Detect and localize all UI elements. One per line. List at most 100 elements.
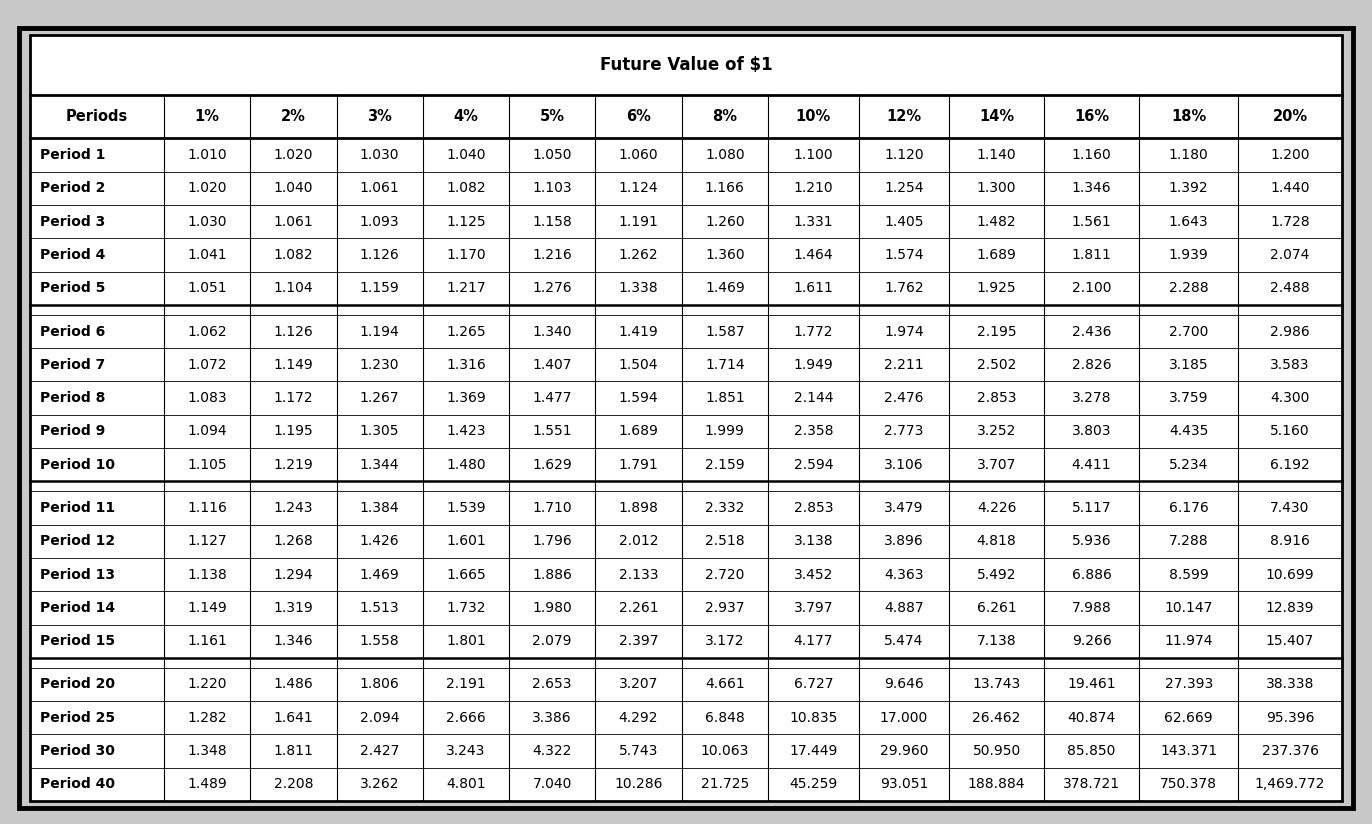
Text: 1.126: 1.126 (273, 325, 313, 339)
Text: 1.551: 1.551 (532, 424, 572, 438)
Text: 1.040: 1.040 (446, 148, 486, 162)
Text: 4.887: 4.887 (884, 601, 923, 615)
Text: 1,469.772: 1,469.772 (1255, 777, 1325, 791)
Text: 8.916: 8.916 (1270, 534, 1310, 548)
Text: 6.176: 6.176 (1169, 501, 1209, 515)
Text: 1.020: 1.020 (188, 181, 226, 195)
Text: 1.732: 1.732 (446, 601, 486, 615)
Text: 1.851: 1.851 (705, 391, 745, 405)
Text: 10.699: 10.699 (1266, 568, 1314, 582)
Text: 1.641: 1.641 (273, 710, 313, 724)
Text: 19.461: 19.461 (1067, 677, 1115, 691)
Text: 1.419: 1.419 (619, 325, 659, 339)
Text: 50.950: 50.950 (973, 744, 1021, 758)
Text: 1.469: 1.469 (705, 281, 745, 295)
Text: 1.030: 1.030 (359, 148, 399, 162)
Text: 1.513: 1.513 (359, 601, 399, 615)
Text: 2.144: 2.144 (793, 391, 833, 405)
Text: 85.850: 85.850 (1067, 744, 1115, 758)
Text: 13.743: 13.743 (973, 677, 1021, 691)
Text: Period 4: Period 4 (40, 248, 106, 262)
Text: 1.138: 1.138 (187, 568, 226, 582)
Text: 2.100: 2.100 (1072, 281, 1111, 295)
Text: Period 7: Period 7 (40, 358, 106, 372)
Text: Period 13: Period 13 (40, 568, 115, 582)
Text: 1.219: 1.219 (273, 458, 313, 471)
Text: 1.010: 1.010 (187, 148, 226, 162)
Text: 6.848: 6.848 (705, 710, 745, 724)
Text: 1.041: 1.041 (187, 248, 226, 262)
Text: 1.072: 1.072 (188, 358, 226, 372)
Text: 1.898: 1.898 (619, 501, 659, 515)
Text: Period 1: Period 1 (40, 148, 106, 162)
Text: 1.276: 1.276 (532, 281, 572, 295)
Text: Period 3: Period 3 (40, 215, 106, 229)
Text: 1.305: 1.305 (359, 424, 399, 438)
Text: 1.093: 1.093 (359, 215, 399, 229)
Text: 5.492: 5.492 (977, 568, 1017, 582)
Text: 5.743: 5.743 (619, 744, 659, 758)
Text: 1.346: 1.346 (273, 634, 313, 648)
Text: 1.689: 1.689 (619, 424, 659, 438)
Text: 1.316: 1.316 (446, 358, 486, 372)
Text: 3.583: 3.583 (1270, 358, 1310, 372)
Text: 1.489: 1.489 (187, 777, 226, 791)
Text: 1.811: 1.811 (273, 744, 313, 758)
Text: 1.426: 1.426 (359, 534, 399, 548)
Text: Period 20: Period 20 (40, 677, 115, 691)
Text: 1.172: 1.172 (273, 391, 313, 405)
Text: 6%: 6% (626, 109, 650, 124)
Text: 1.407: 1.407 (532, 358, 572, 372)
Text: 1.561: 1.561 (1072, 215, 1111, 229)
Text: 2.773: 2.773 (884, 424, 923, 438)
Text: 3.797: 3.797 (793, 601, 833, 615)
Text: 3.759: 3.759 (1169, 391, 1209, 405)
Text: 1.594: 1.594 (619, 391, 659, 405)
Text: 14%: 14% (980, 109, 1014, 124)
Text: 1.082: 1.082 (446, 181, 486, 195)
Text: 6.192: 6.192 (1270, 458, 1310, 471)
Text: 1.262: 1.262 (619, 248, 659, 262)
Text: 1.477: 1.477 (532, 391, 572, 405)
Text: 2.502: 2.502 (977, 358, 1017, 372)
Text: 2.594: 2.594 (793, 458, 833, 471)
Text: 62.669: 62.669 (1165, 710, 1213, 724)
Text: 3.207: 3.207 (619, 677, 659, 691)
Text: 2.195: 2.195 (977, 325, 1017, 339)
Text: 93.051: 93.051 (879, 777, 927, 791)
Text: 12%: 12% (886, 109, 922, 124)
Text: 1.340: 1.340 (532, 325, 572, 339)
Text: 6.727: 6.727 (793, 677, 833, 691)
Text: 1.464: 1.464 (793, 248, 833, 262)
Text: 1.925: 1.925 (977, 281, 1017, 295)
Text: 1.140: 1.140 (977, 148, 1017, 162)
Text: 1.040: 1.040 (273, 181, 313, 195)
Text: Future Value of $1: Future Value of $1 (600, 56, 772, 73)
Text: 21.725: 21.725 (701, 777, 749, 791)
Text: 1.195: 1.195 (273, 424, 313, 438)
Text: 1.348: 1.348 (187, 744, 226, 758)
Text: 2.094: 2.094 (359, 710, 399, 724)
Text: 3.138: 3.138 (793, 534, 833, 548)
Text: 1.346: 1.346 (1072, 181, 1111, 195)
Text: 1.124: 1.124 (619, 181, 659, 195)
Text: 1.217: 1.217 (446, 281, 486, 295)
Text: 1.980: 1.980 (532, 601, 572, 615)
Text: 7.040: 7.040 (532, 777, 572, 791)
Text: 2.937: 2.937 (705, 601, 745, 615)
Text: 10.063: 10.063 (701, 744, 749, 758)
Text: 2.332: 2.332 (705, 501, 745, 515)
Text: 3.185: 3.185 (1169, 358, 1209, 372)
Text: 2.488: 2.488 (1270, 281, 1310, 295)
Text: 1.103: 1.103 (532, 181, 572, 195)
Text: 3.803: 3.803 (1072, 424, 1111, 438)
Text: 1.282: 1.282 (187, 710, 226, 724)
Text: 4.177: 4.177 (793, 634, 833, 648)
Text: 2.700: 2.700 (1169, 325, 1209, 339)
Text: 1.094: 1.094 (187, 424, 226, 438)
Text: 5.936: 5.936 (1072, 534, 1111, 548)
Text: 1.082: 1.082 (273, 248, 313, 262)
Text: 1.728: 1.728 (1270, 215, 1310, 229)
Text: 1.999: 1.999 (705, 424, 745, 438)
Text: 1.200: 1.200 (1270, 148, 1310, 162)
